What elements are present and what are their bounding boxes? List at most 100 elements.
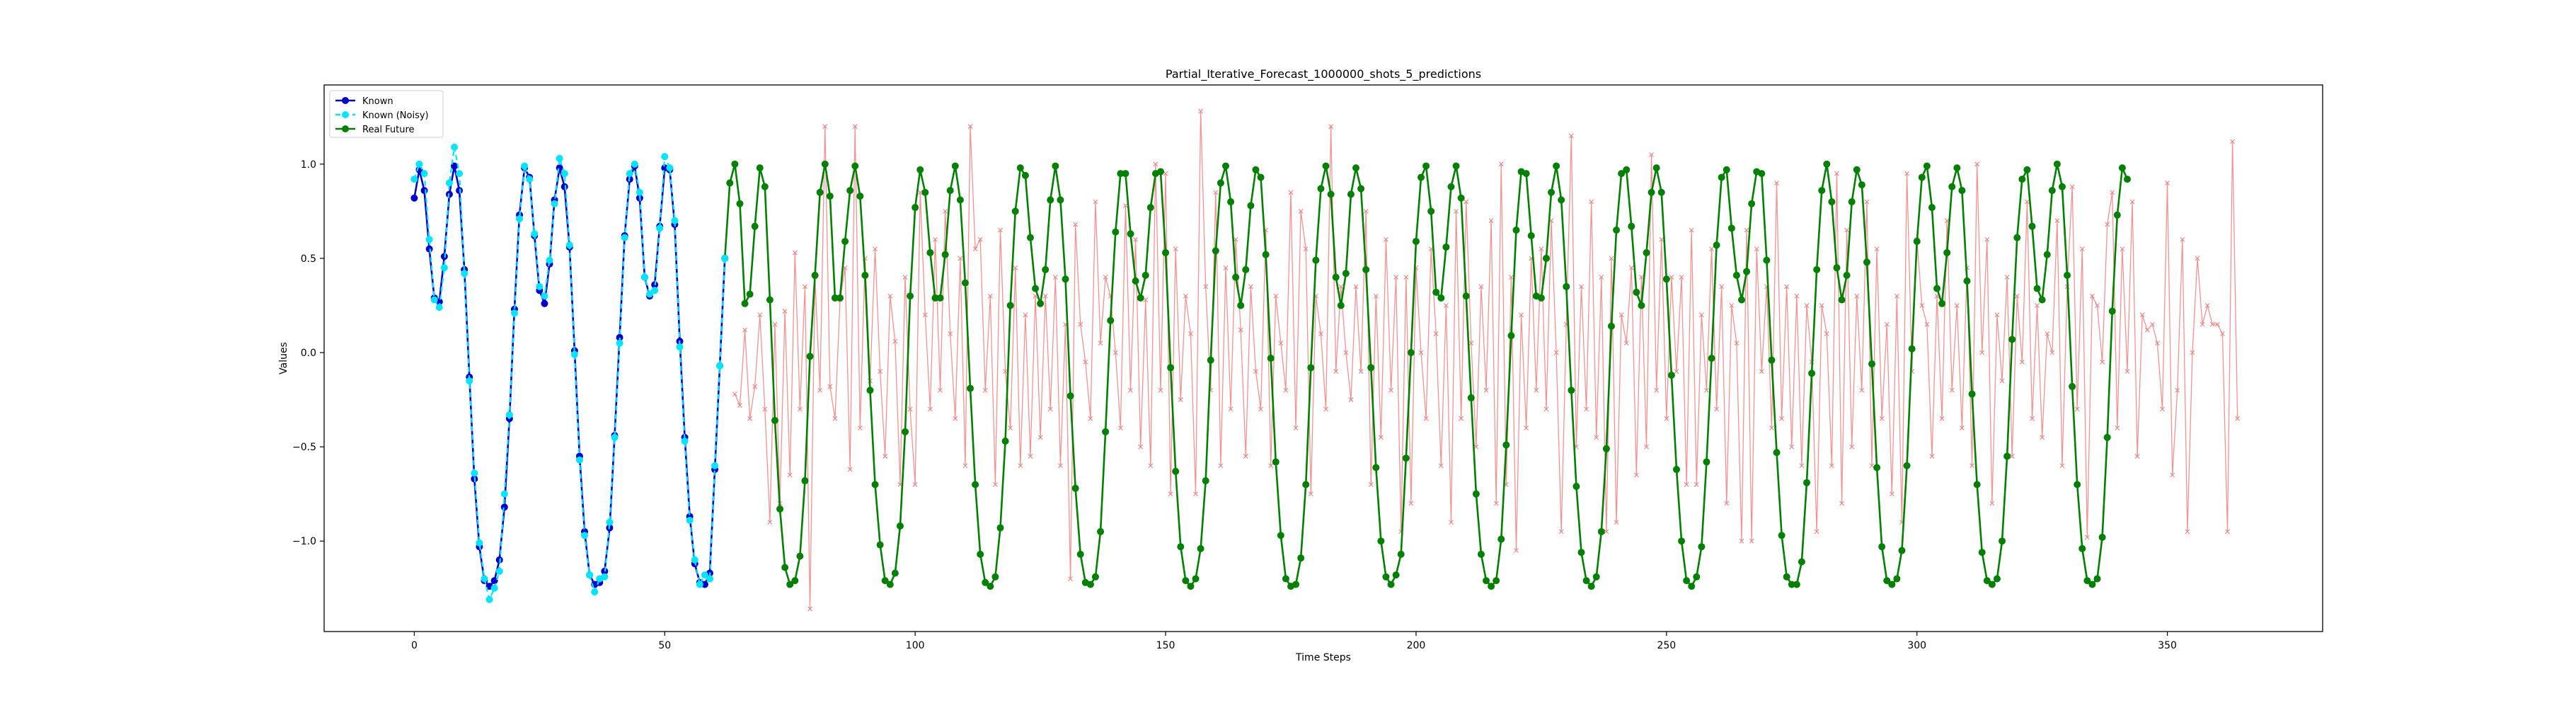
known-noisy-point bbox=[676, 343, 684, 351]
real-future-point bbox=[1397, 550, 1405, 558]
real-future-point bbox=[1387, 581, 1395, 588]
prediction-point bbox=[1052, 275, 1058, 280]
prediction-point bbox=[1068, 576, 1073, 581]
known-noisy-point bbox=[445, 179, 453, 187]
real-future-point bbox=[1493, 577, 1500, 585]
prediction-point bbox=[1734, 341, 1740, 346]
prediction-point bbox=[1989, 501, 1995, 506]
prediction-point bbox=[737, 403, 742, 408]
prediction-point bbox=[1684, 481, 1689, 487]
prediction-point bbox=[993, 481, 998, 487]
real-future-point bbox=[2018, 176, 2026, 183]
prediction-point bbox=[1473, 444, 1479, 450]
real-future-point bbox=[1357, 185, 1365, 193]
prediction-point bbox=[2025, 199, 2030, 205]
prediction-point bbox=[1689, 227, 1694, 233]
known-point bbox=[616, 333, 623, 341]
prediction-point bbox=[2235, 416, 2241, 421]
real-future-point bbox=[1758, 170, 1766, 178]
prediction-point bbox=[1143, 297, 1149, 302]
prediction-point bbox=[2165, 181, 2170, 185]
real-future-point bbox=[2064, 271, 2071, 279]
known-noisy-point bbox=[706, 575, 713, 583]
prediction-point bbox=[1218, 463, 1224, 469]
real-future-point bbox=[1332, 273, 1340, 281]
known-noisy-point bbox=[575, 456, 583, 464]
real-future-point bbox=[1062, 275, 1069, 283]
real-future-point bbox=[1943, 249, 1951, 256]
real-future-point bbox=[977, 550, 984, 558]
known-noisy-point bbox=[425, 236, 433, 244]
real-future-point bbox=[1047, 196, 1054, 204]
real-future-point bbox=[1277, 532, 1284, 539]
real-future-point bbox=[1527, 232, 1535, 239]
prediction-point bbox=[1644, 444, 1649, 450]
prediction-point bbox=[887, 293, 893, 299]
real-future-point bbox=[1252, 166, 1260, 173]
prediction-point bbox=[878, 369, 883, 375]
real-future-point bbox=[1177, 543, 1185, 551]
y-axis-label: Values bbox=[278, 342, 289, 375]
known-noisy-point bbox=[531, 230, 539, 238]
real-future-point bbox=[1953, 164, 1961, 172]
prediction-point bbox=[1884, 321, 1890, 327]
prediction-point bbox=[1924, 321, 1930, 327]
real-future-point bbox=[951, 162, 959, 170]
real-future-point bbox=[1227, 198, 1235, 206]
prediction-point bbox=[998, 227, 1003, 233]
prediction-point bbox=[1183, 293, 1188, 299]
prediction-point bbox=[1468, 341, 1474, 346]
real-future-point bbox=[1122, 170, 1129, 178]
x-tick-label: 300 bbox=[1907, 640, 1926, 651]
prediction-point bbox=[1974, 161, 1980, 167]
real-future-point bbox=[1297, 554, 1305, 562]
prediction-point bbox=[1093, 199, 1098, 205]
prediction-point bbox=[2220, 331, 2225, 336]
prediction-point bbox=[2155, 341, 2160, 346]
prediction-point bbox=[1203, 284, 1209, 290]
real-future-point bbox=[2023, 166, 2031, 173]
real-future-point bbox=[1732, 271, 1740, 279]
real-future-point bbox=[2058, 183, 2066, 190]
prediction-point bbox=[1013, 265, 1018, 270]
real-future-point bbox=[1592, 573, 1600, 581]
prediction-point bbox=[1894, 293, 1899, 299]
prediction-point bbox=[1348, 397, 1354, 402]
real-future-point bbox=[841, 237, 849, 245]
real-future-point bbox=[1377, 537, 1385, 545]
real-future-point bbox=[1783, 573, 1790, 581]
known-noisy-point bbox=[626, 170, 633, 178]
prediction-point bbox=[2185, 529, 2190, 535]
real-future-point bbox=[1488, 583, 1495, 590]
prediction-point bbox=[943, 208, 948, 214]
real-future-point bbox=[1657, 188, 1665, 196]
real-future-point bbox=[1071, 484, 1079, 492]
prediction-point bbox=[1037, 435, 1043, 440]
real-future-point bbox=[916, 166, 924, 173]
prediction-point bbox=[1438, 463, 1444, 469]
x-tick-label: 100 bbox=[906, 640, 925, 651]
known-noisy-point bbox=[711, 462, 719, 469]
prediction-point bbox=[1568, 133, 1574, 139]
real-future-point bbox=[941, 251, 949, 258]
real-future-point bbox=[796, 552, 804, 560]
prediction-point bbox=[1238, 327, 1243, 333]
prediction-point bbox=[1078, 321, 1083, 327]
y-tick-label: −0.5 bbox=[292, 442, 316, 453]
prediction-point bbox=[1954, 303, 1960, 308]
prediction-point bbox=[1213, 190, 1219, 195]
prediction-point bbox=[1949, 387, 1955, 393]
prediction-point bbox=[922, 312, 928, 318]
known-noisy-point bbox=[661, 153, 669, 161]
prediction-point bbox=[1449, 520, 1454, 525]
prediction-point bbox=[962, 463, 968, 469]
known-noisy-point bbox=[686, 516, 694, 524]
prediction-point bbox=[1384, 236, 1388, 242]
real-future-point bbox=[861, 271, 869, 279]
prediction-point bbox=[1679, 275, 1684, 280]
real-future-point bbox=[1763, 256, 1771, 264]
real-future-point bbox=[972, 481, 979, 489]
axes-frame bbox=[323, 84, 2323, 632]
real-future-point bbox=[1317, 185, 1325, 193]
real-future-point bbox=[1778, 532, 1786, 539]
